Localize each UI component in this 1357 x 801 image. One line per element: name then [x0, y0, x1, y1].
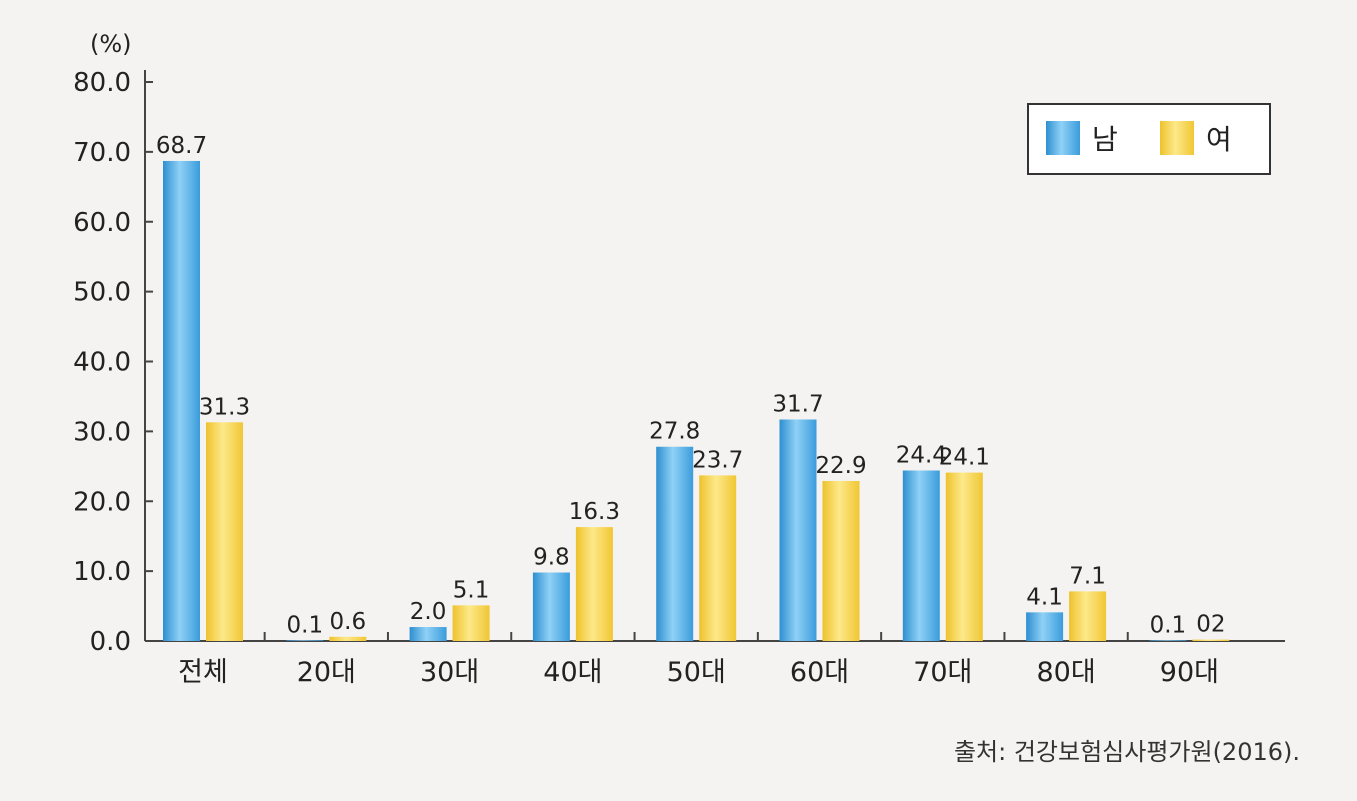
legend-swatch-female: [1160, 121, 1194, 155]
bar-male: [656, 446, 694, 641]
data-label: 0.1: [287, 612, 324, 638]
data-label: 22.9: [815, 453, 866, 479]
bar-male: [286, 640, 324, 641]
legend-label-female: 여: [1206, 123, 1232, 156]
bar-female: [206, 422, 243, 641]
category-label: 20대: [297, 657, 356, 688]
y-unit-label: (%): [90, 30, 132, 58]
data-label: 23.7: [692, 447, 743, 473]
y-tick-label: 60.0: [73, 208, 131, 238]
legend: 남 여: [1027, 103, 1271, 175]
bar-female: [945, 472, 983, 641]
data-label: 24.4: [896, 443, 947, 469]
data-label: 4.1: [1026, 584, 1063, 610]
category-label: 전체: [178, 657, 228, 688]
data-label: 2.0: [410, 599, 447, 625]
data-label: 31.7: [772, 391, 823, 417]
data-label: 27.8: [649, 419, 700, 445]
bar-female: [1192, 639, 1230, 641]
y-tick-label: 20.0: [73, 487, 131, 517]
bar-female: [822, 480, 860, 641]
data-label: 68.7: [156, 133, 207, 159]
bar-female: [452, 605, 490, 641]
bar-male: [409, 627, 447, 641]
legend-label-male: 남: [1092, 123, 1118, 156]
bar-male: [163, 160, 200, 642]
y-tick-label: 30.0: [73, 417, 131, 447]
bar-male: [902, 470, 940, 641]
source-note: 출처: 건강보험심사평가원(2016).: [954, 738, 1300, 766]
y-tick-label: 40.0: [73, 348, 131, 378]
category-label: 80대: [1036, 657, 1095, 688]
bar-male: [1149, 640, 1187, 641]
bar-male: [779, 419, 817, 641]
data-label: 16.3: [569, 499, 620, 525]
y-tick-label: 0.0: [90, 627, 131, 657]
category-label: 70대: [913, 657, 972, 688]
data-label: 9.8: [533, 545, 570, 571]
bar-male: [1026, 612, 1064, 641]
y-tick-label: 70.0: [73, 138, 131, 168]
category-label: 90대: [1160, 657, 1219, 688]
legend-swatch-male: [1046, 121, 1080, 155]
data-label: 24.1: [939, 445, 990, 471]
data-label: 5.1: [453, 577, 490, 603]
y-tick-label: 50.0: [73, 278, 131, 308]
bar-female: [329, 636, 367, 641]
data-label: 0.6: [330, 609, 367, 635]
category-label: 40대: [543, 657, 602, 688]
bar-female: [1069, 591, 1107, 641]
bar-female: [699, 475, 737, 641]
category-label: 30대: [420, 657, 479, 688]
y-tick-label: 80.0: [73, 68, 131, 98]
data-label: 7.1: [1069, 563, 1106, 589]
category-label: 50대: [667, 657, 726, 688]
y-tick-label: 10.0: [73, 557, 131, 587]
bar-male: [532, 572, 570, 641]
data-label: 31.3: [199, 394, 250, 420]
data-label: 0.1: [1150, 612, 1187, 638]
bar-female: [575, 527, 613, 641]
data-label: 02: [1196, 612, 1225, 638]
category-label: 60대: [790, 657, 849, 688]
